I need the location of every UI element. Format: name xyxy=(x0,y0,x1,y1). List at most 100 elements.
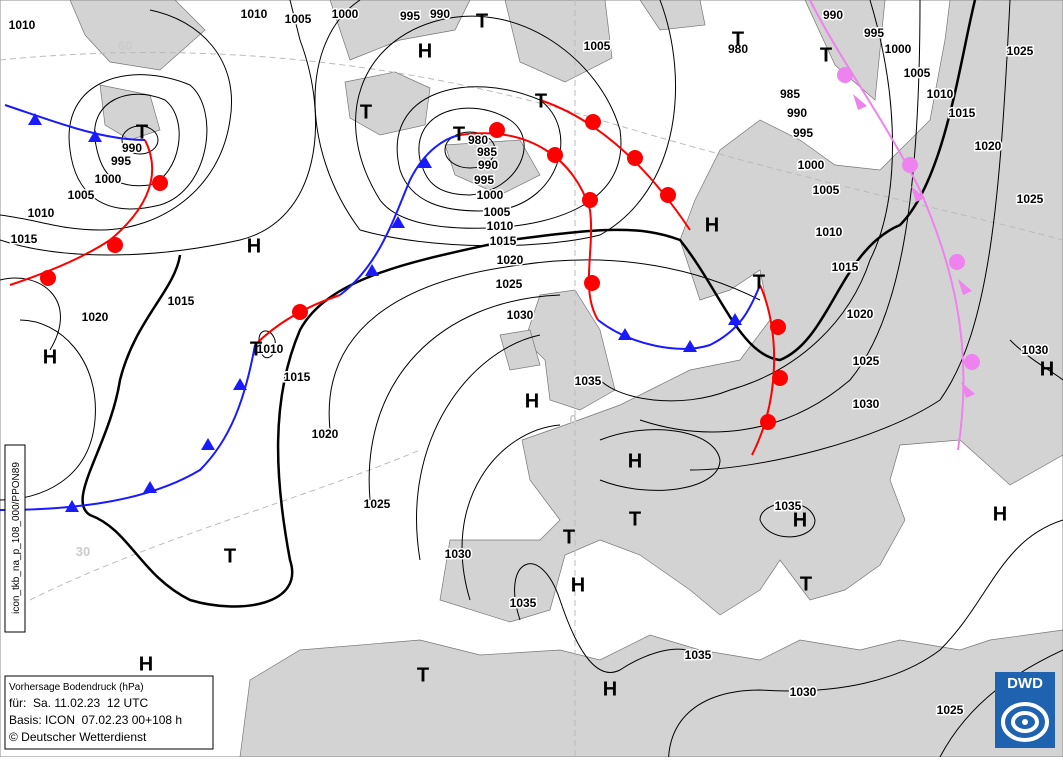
pressure-system: H xyxy=(603,678,617,700)
isobar-label: 985 xyxy=(477,145,497,159)
isobar-label: 1005 xyxy=(285,12,312,26)
occluded-front-symbol xyxy=(911,186,925,202)
info-valid: für: Sa. 11.02.23 12 UTC xyxy=(9,696,149,710)
isobar-label: 1035 xyxy=(575,374,602,388)
isobar-label: 1020 xyxy=(847,307,874,321)
isobar-label: 990 xyxy=(478,158,498,172)
isobar-label: 1015 xyxy=(284,370,311,384)
info-title: Vorhersage Bodendruck (hPa) xyxy=(9,682,144,693)
cold-front-symbol xyxy=(618,328,632,340)
warm-front-symbol xyxy=(292,304,308,320)
warm-front-symbol xyxy=(489,122,505,138)
side-label-box: icon_tkb_na_p_108_000/PPON89 xyxy=(4,444,26,633)
cold-front-symbol xyxy=(143,481,157,493)
grid-label: 60 xyxy=(118,38,132,53)
isobar-label: 980 xyxy=(468,133,488,147)
cold-front-symbol xyxy=(365,264,379,276)
isobar-label: 1000 xyxy=(885,42,912,56)
isobar-label: 1010 xyxy=(816,225,843,239)
isobar-label: 1015 xyxy=(11,232,38,246)
isobar-label: 1000 xyxy=(477,188,504,202)
isobar-label: 995 xyxy=(864,26,884,40)
info-base: Basis: ICON 07.02.23 00+108 h xyxy=(9,713,182,727)
isobar-label: 1005 xyxy=(484,205,511,219)
isobar-label: 1020 xyxy=(975,139,1002,153)
pressure-system: H xyxy=(793,509,807,531)
occluded-front-symbol xyxy=(964,354,980,370)
isobar-label: 1035 xyxy=(685,648,712,662)
occluded-front-symbol xyxy=(837,67,853,83)
isobar-label: 995 xyxy=(474,173,494,187)
isobar-label: 990 xyxy=(787,106,807,120)
pressure-system: T xyxy=(563,526,575,548)
pressure-system: H xyxy=(43,346,57,368)
cold-front-symbol xyxy=(201,438,215,450)
pressure-system: T xyxy=(417,664,429,686)
cold-front-symbol xyxy=(233,378,247,390)
pressure-system: H xyxy=(418,40,432,62)
isobar-label: 1010 xyxy=(257,342,284,356)
warm-front-symbol xyxy=(582,192,598,208)
pressure-system: T xyxy=(535,90,547,112)
isobar-label: 1020 xyxy=(82,310,109,324)
side-label: icon_tkb_na_p_108_000/PPON89 xyxy=(11,462,22,614)
isobar-label: 980 xyxy=(728,42,748,56)
isobar-label: 1030 xyxy=(1022,343,1049,357)
warm-front-symbol xyxy=(770,319,786,335)
isobar-label: 1035 xyxy=(775,499,802,513)
land xyxy=(69,0,1063,758)
isobar-label: 1010 xyxy=(241,7,268,21)
pressure-system: H xyxy=(705,214,719,236)
isobar-label: 1020 xyxy=(312,427,339,441)
isobar-label: 995 xyxy=(793,126,813,140)
isobar-label: 1015 xyxy=(949,106,976,120)
pressure-system: H xyxy=(571,574,585,596)
isobar-label: 1025 xyxy=(496,277,523,291)
cold-front-symbol xyxy=(391,216,405,228)
pressure-system: T xyxy=(820,44,832,66)
isobar-label: 1030 xyxy=(445,547,472,561)
pressure-system: T xyxy=(453,123,465,145)
isobar-label: 1000 xyxy=(332,7,359,21)
isobar-label: 1005 xyxy=(584,39,611,53)
front-symbols xyxy=(28,67,980,512)
isobar-label: 1025 xyxy=(937,703,964,717)
warm-front-symbol xyxy=(107,237,123,253)
pressure-system: H xyxy=(628,450,642,472)
pressure-system: T xyxy=(753,271,765,293)
isobar-label: 990 xyxy=(430,7,450,21)
grid-label: 0 xyxy=(569,412,576,427)
isobar-label: 1010 xyxy=(487,219,514,233)
warm-front-symbol xyxy=(660,187,676,203)
pressure-system: T xyxy=(476,10,488,32)
warm-front-symbol xyxy=(772,370,788,386)
warm-front-symbol xyxy=(585,114,601,130)
isobar-label: 1010 xyxy=(9,18,36,32)
isobar-label: 1025 xyxy=(1007,44,1034,58)
logo-text: DWD xyxy=(1007,675,1043,692)
warm-front-symbol xyxy=(584,275,600,291)
pressure-system: T xyxy=(800,573,812,595)
pressure-system: T xyxy=(136,121,148,143)
isobar-label: 995 xyxy=(111,154,131,168)
dwd-logo: DWD xyxy=(995,672,1055,748)
warm-front-symbol xyxy=(627,150,643,166)
isobar-label: 1000 xyxy=(95,172,122,186)
pressure-system: H xyxy=(525,390,539,412)
isobar-label: 1035 xyxy=(510,596,537,610)
grid-label: 30 xyxy=(76,544,90,559)
info-copyright: © Deutscher Wetterdienst xyxy=(9,730,147,744)
occluded-front-symbol xyxy=(853,94,867,110)
isobar-label: 990 xyxy=(823,8,843,22)
isobar-label: 1015 xyxy=(168,294,195,308)
cold-front-symbol xyxy=(683,340,697,352)
pressure-system: T xyxy=(360,101,372,123)
occluded-front-symbol xyxy=(902,157,918,173)
isobar-label: 1010 xyxy=(927,87,954,101)
pressure-system: T xyxy=(732,28,744,50)
isobar-label: 985 xyxy=(780,87,800,101)
warm-front-symbol xyxy=(547,147,563,163)
isobar-label: 1010 xyxy=(28,206,55,220)
